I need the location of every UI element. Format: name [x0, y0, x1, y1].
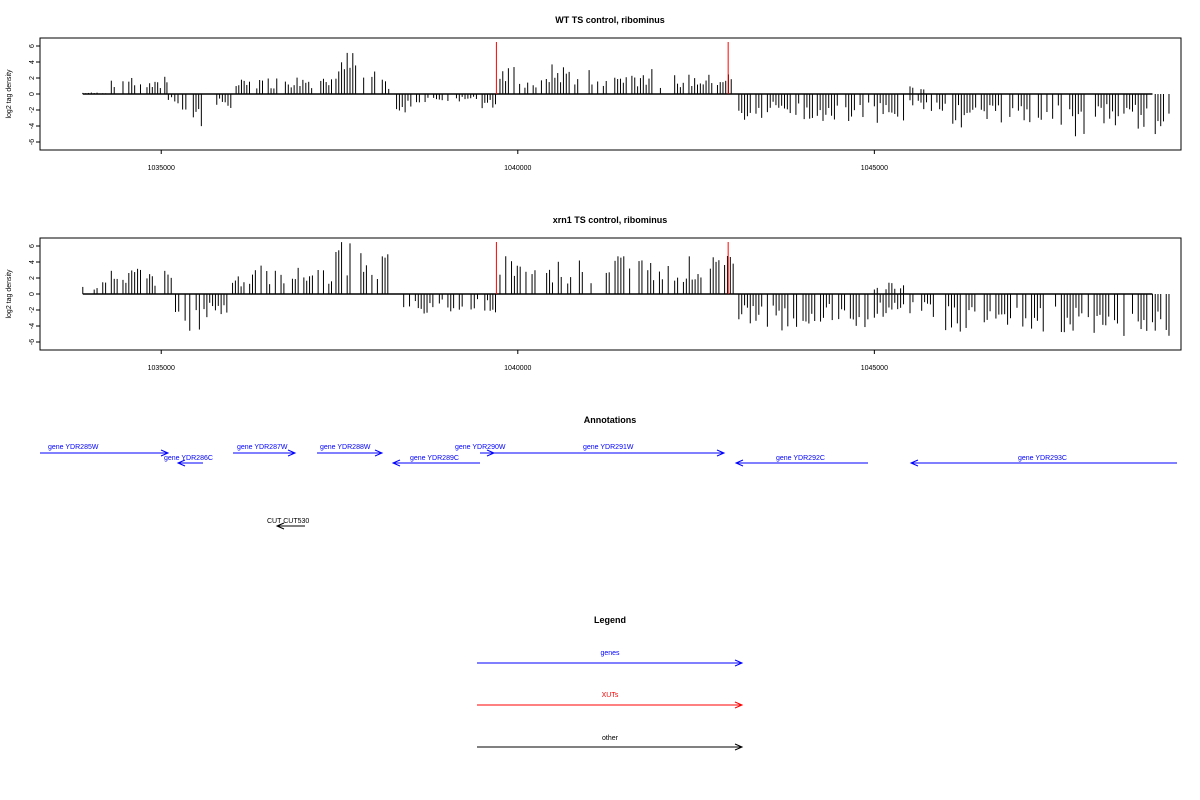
y-tick-label: -4	[29, 323, 36, 329]
gene-ydr286c[interactable]	[176, 459, 203, 467]
legend: Legend genes XUTs other	[477, 615, 744, 751]
y-tick-label: 6	[29, 244, 36, 248]
gene-ydr291w[interactable]	[494, 449, 726, 457]
y-axis: 6 4 2 0 -2 -4 -6	[29, 244, 40, 345]
x-tick-label: 1045000	[861, 365, 888, 372]
gene-label: gene YDR290W	[455, 444, 506, 451]
gene-label: gene YDR289C	[410, 455, 459, 462]
legend-arrow-xuts	[477, 701, 744, 709]
cut-cut530[interactable]	[275, 522, 305, 530]
gene-ydr287w[interactable]	[233, 449, 297, 457]
y-tick-label: -6	[29, 339, 36, 345]
panel-title: WT TS control, ribominus	[555, 15, 665, 25]
x-axis: 1035000 1040000 1045000	[148, 150, 888, 172]
gene-ydr285w[interactable]	[40, 449, 170, 457]
legend-label-genes: genes	[600, 650, 620, 657]
y-tick-label: 2	[29, 276, 36, 280]
y-tick-label: 2	[29, 76, 36, 80]
gene-ydr293c[interactable]	[909, 459, 1177, 467]
legend-arrow-other	[477, 743, 744, 751]
legend-arrow-genes	[477, 659, 744, 667]
legend-label-xuts: XUTs	[602, 692, 619, 699]
y-tick-label: 0	[29, 92, 36, 96]
cut-label: CUT CUT530	[267, 518, 309, 525]
gene-label: gene YDR288W	[320, 444, 371, 451]
y-tick-label: -4	[29, 123, 36, 129]
annotations-title: Annotations	[584, 415, 637, 425]
y-tick-label: 0	[29, 292, 36, 296]
signal-bars	[82, 52, 1170, 137]
gene-label: gene YDR286C	[164, 455, 213, 462]
x-axis: 1035000 1040000 1045000	[148, 350, 888, 372]
y-tick-label: -6	[29, 139, 36, 145]
y-axis-label: log2 tag density	[6, 69, 13, 119]
x-tick-label: 1045000	[861, 165, 888, 172]
wt-track-panel: WT TS control, ribominus log2 tag densit…	[6, 15, 1182, 172]
y-tick-label: 4	[29, 260, 36, 264]
xut-markers	[495, 242, 729, 294]
xrn1-track-panel: xrn1 TS control, ribominus log2 tag dens…	[6, 215, 1182, 372]
gene-ydr288w[interactable]	[317, 449, 384, 457]
gene-label: gene YDR292C	[776, 455, 825, 462]
y-tick-label: 6	[29, 44, 36, 48]
legend-title: Legend	[594, 615, 626, 625]
gene-ydr289c[interactable]	[391, 459, 480, 467]
gene-label: gene YDR291W	[583, 444, 634, 451]
x-tick-label: 1040000	[504, 165, 531, 172]
y-tick-label: -2	[29, 307, 36, 313]
legend-label-other: other	[602, 735, 619, 742]
gene-ydr292c[interactable]	[734, 459, 868, 467]
y-tick-label: 4	[29, 60, 36, 64]
y-tick-label: -2	[29, 107, 36, 113]
panel-title: xrn1 TS control, ribominus	[553, 215, 668, 225]
signal-bars	[82, 242, 1170, 336]
x-tick-label: 1040000	[504, 365, 531, 372]
x-tick-label: 1035000	[148, 365, 175, 372]
x-tick-label: 1035000	[148, 165, 175, 172]
y-axis-label: log2 tag density	[6, 269, 13, 319]
gene-label: gene YDR285W	[48, 444, 99, 451]
y-axis: 6 4 2 0 -2 -4 -6	[29, 44, 40, 145]
gene-label: gene YDR293C	[1018, 455, 1067, 462]
xut-markers	[495, 42, 729, 94]
annotations-track: Annotations gene YDR285W gene YDR286C ge…	[40, 415, 1177, 530]
gene-label: gene YDR287W	[237, 444, 288, 451]
